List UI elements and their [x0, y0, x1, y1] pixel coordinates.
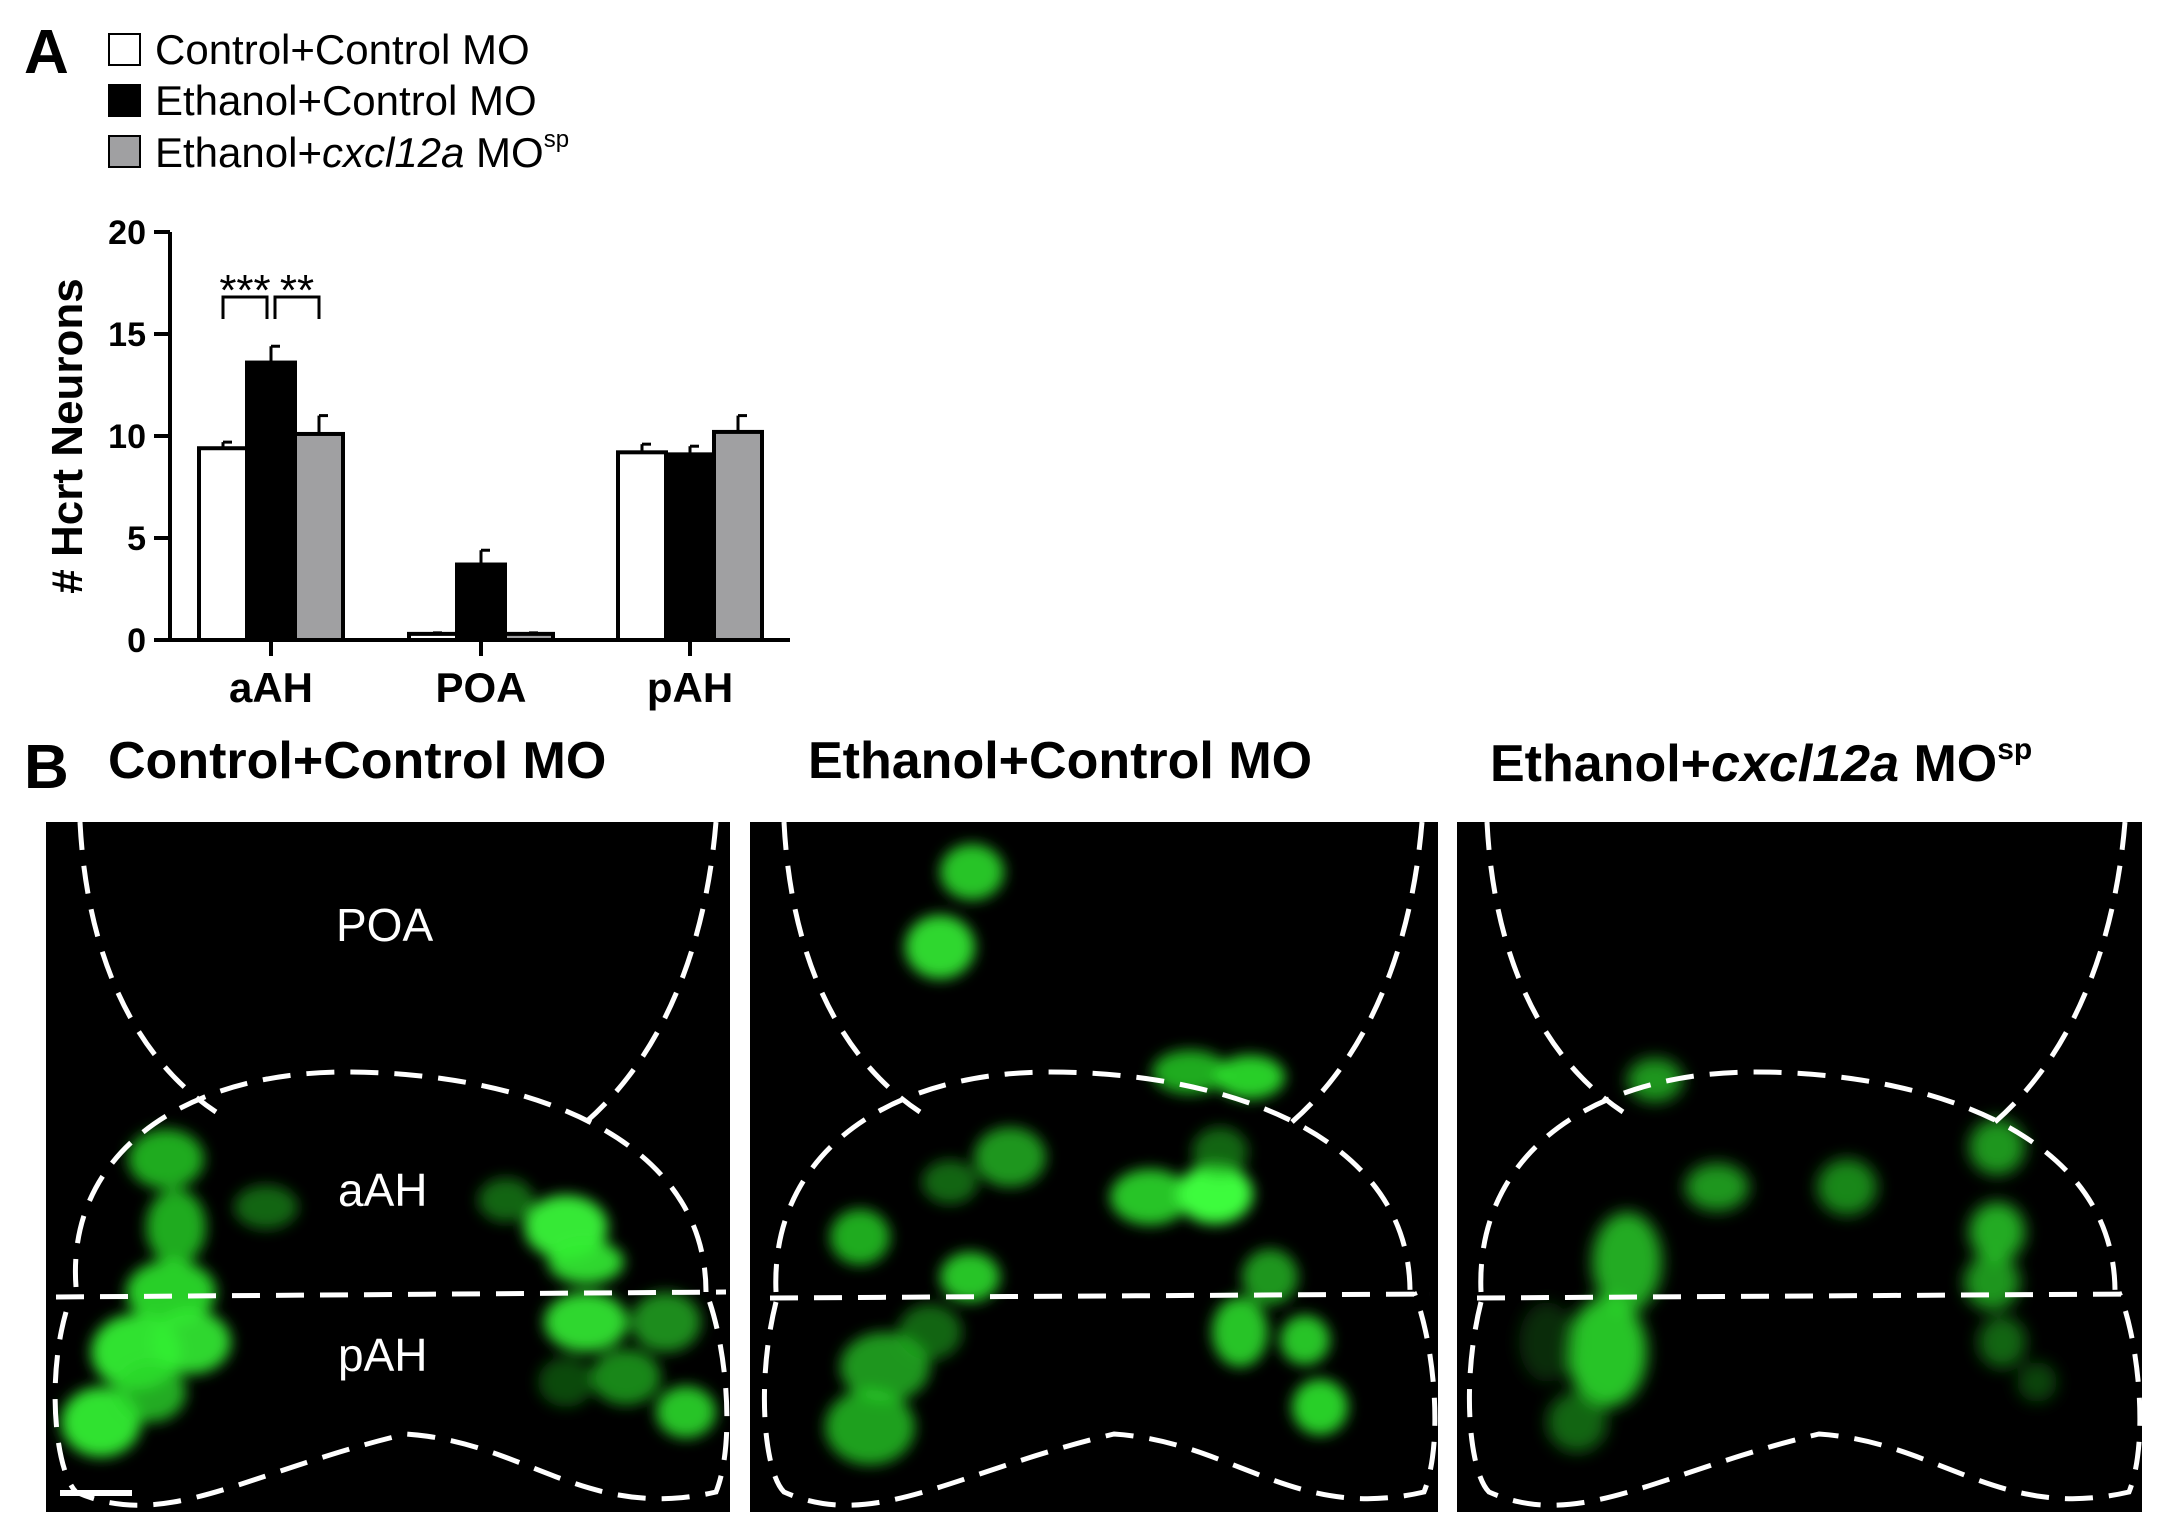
bar	[293, 431, 345, 642]
bar	[245, 360, 297, 642]
neuron-cluster	[1519, 1058, 2057, 1452]
legend-item: Ethanol+cxcl12a MOsp	[108, 126, 569, 177]
micrograph-ethanol	[750, 822, 1438, 1512]
y-tick-label: 10	[108, 418, 146, 456]
panel-letter-a: A	[24, 18, 69, 87]
bar	[712, 429, 764, 643]
legend-label: Ethanol+Control MO	[155, 76, 537, 124]
legend-item: Control+Control MO	[108, 24, 569, 75]
bar	[455, 562, 507, 643]
micrograph-control: POA aAH pAH	[46, 822, 730, 1512]
region-outlines	[1466, 822, 2142, 1508]
x-tick-label: aAH	[229, 664, 313, 711]
x-tick-label: POA	[435, 664, 526, 711]
y-axis-label: # Hcrt Neurons	[43, 278, 92, 593]
y-tick-label: 20	[108, 214, 146, 252]
micrograph-ethanol-cxcl12a	[1457, 822, 2142, 1512]
significance-bracket	[221, 295, 269, 319]
x-tick-label: pAH	[647, 664, 733, 711]
region-outlines	[761, 822, 1438, 1508]
panel-letter-b: B	[24, 733, 69, 802]
image-title-control: Control+Control MO	[108, 732, 607, 790]
y-tick-label: 15	[108, 316, 146, 354]
neuron-cluster	[61, 1129, 716, 1457]
legend-item: Ethanol+Control MO	[108, 75, 569, 126]
image-title-ethanol-cxcl12a: Ethanol+cxcl12a MOsp	[1490, 733, 2033, 793]
neuron-cluster	[825, 844, 1348, 1465]
scale-bar	[60, 1490, 132, 1496]
region-outlines	[52, 822, 730, 1508]
bar	[197, 446, 249, 642]
region-label-pah: pAH	[338, 1329, 428, 1381]
y-tick-label: 5	[127, 520, 146, 558]
legend: Control+Control MO Ethanol+Control MO Et…	[108, 24, 569, 177]
significance-bracket	[273, 295, 321, 319]
region-label-aah: aAH	[338, 1164, 428, 1216]
y-tick-label: 0	[127, 622, 146, 660]
bar	[503, 631, 555, 643]
legend-swatch	[108, 33, 141, 66]
bar	[664, 452, 716, 642]
bar-chart: 0 5 10 15 20 # Hcrt Neurons aAH POA pAH *** **	[43, 214, 790, 711]
legend-swatch	[108, 135, 141, 168]
bar	[407, 631, 459, 643]
legend-label: Ethanol+cxcl12a MOsp	[155, 126, 570, 176]
significance-label: ***	[219, 266, 270, 315]
legend-label: Control+Control MO	[155, 25, 530, 73]
significance-label: **	[280, 266, 314, 315]
bar	[616, 450, 668, 642]
region-label-poa: POA	[336, 899, 434, 951]
legend-swatch	[108, 84, 141, 117]
image-title-ethanol: Ethanol+Control MO	[808, 732, 1313, 790]
